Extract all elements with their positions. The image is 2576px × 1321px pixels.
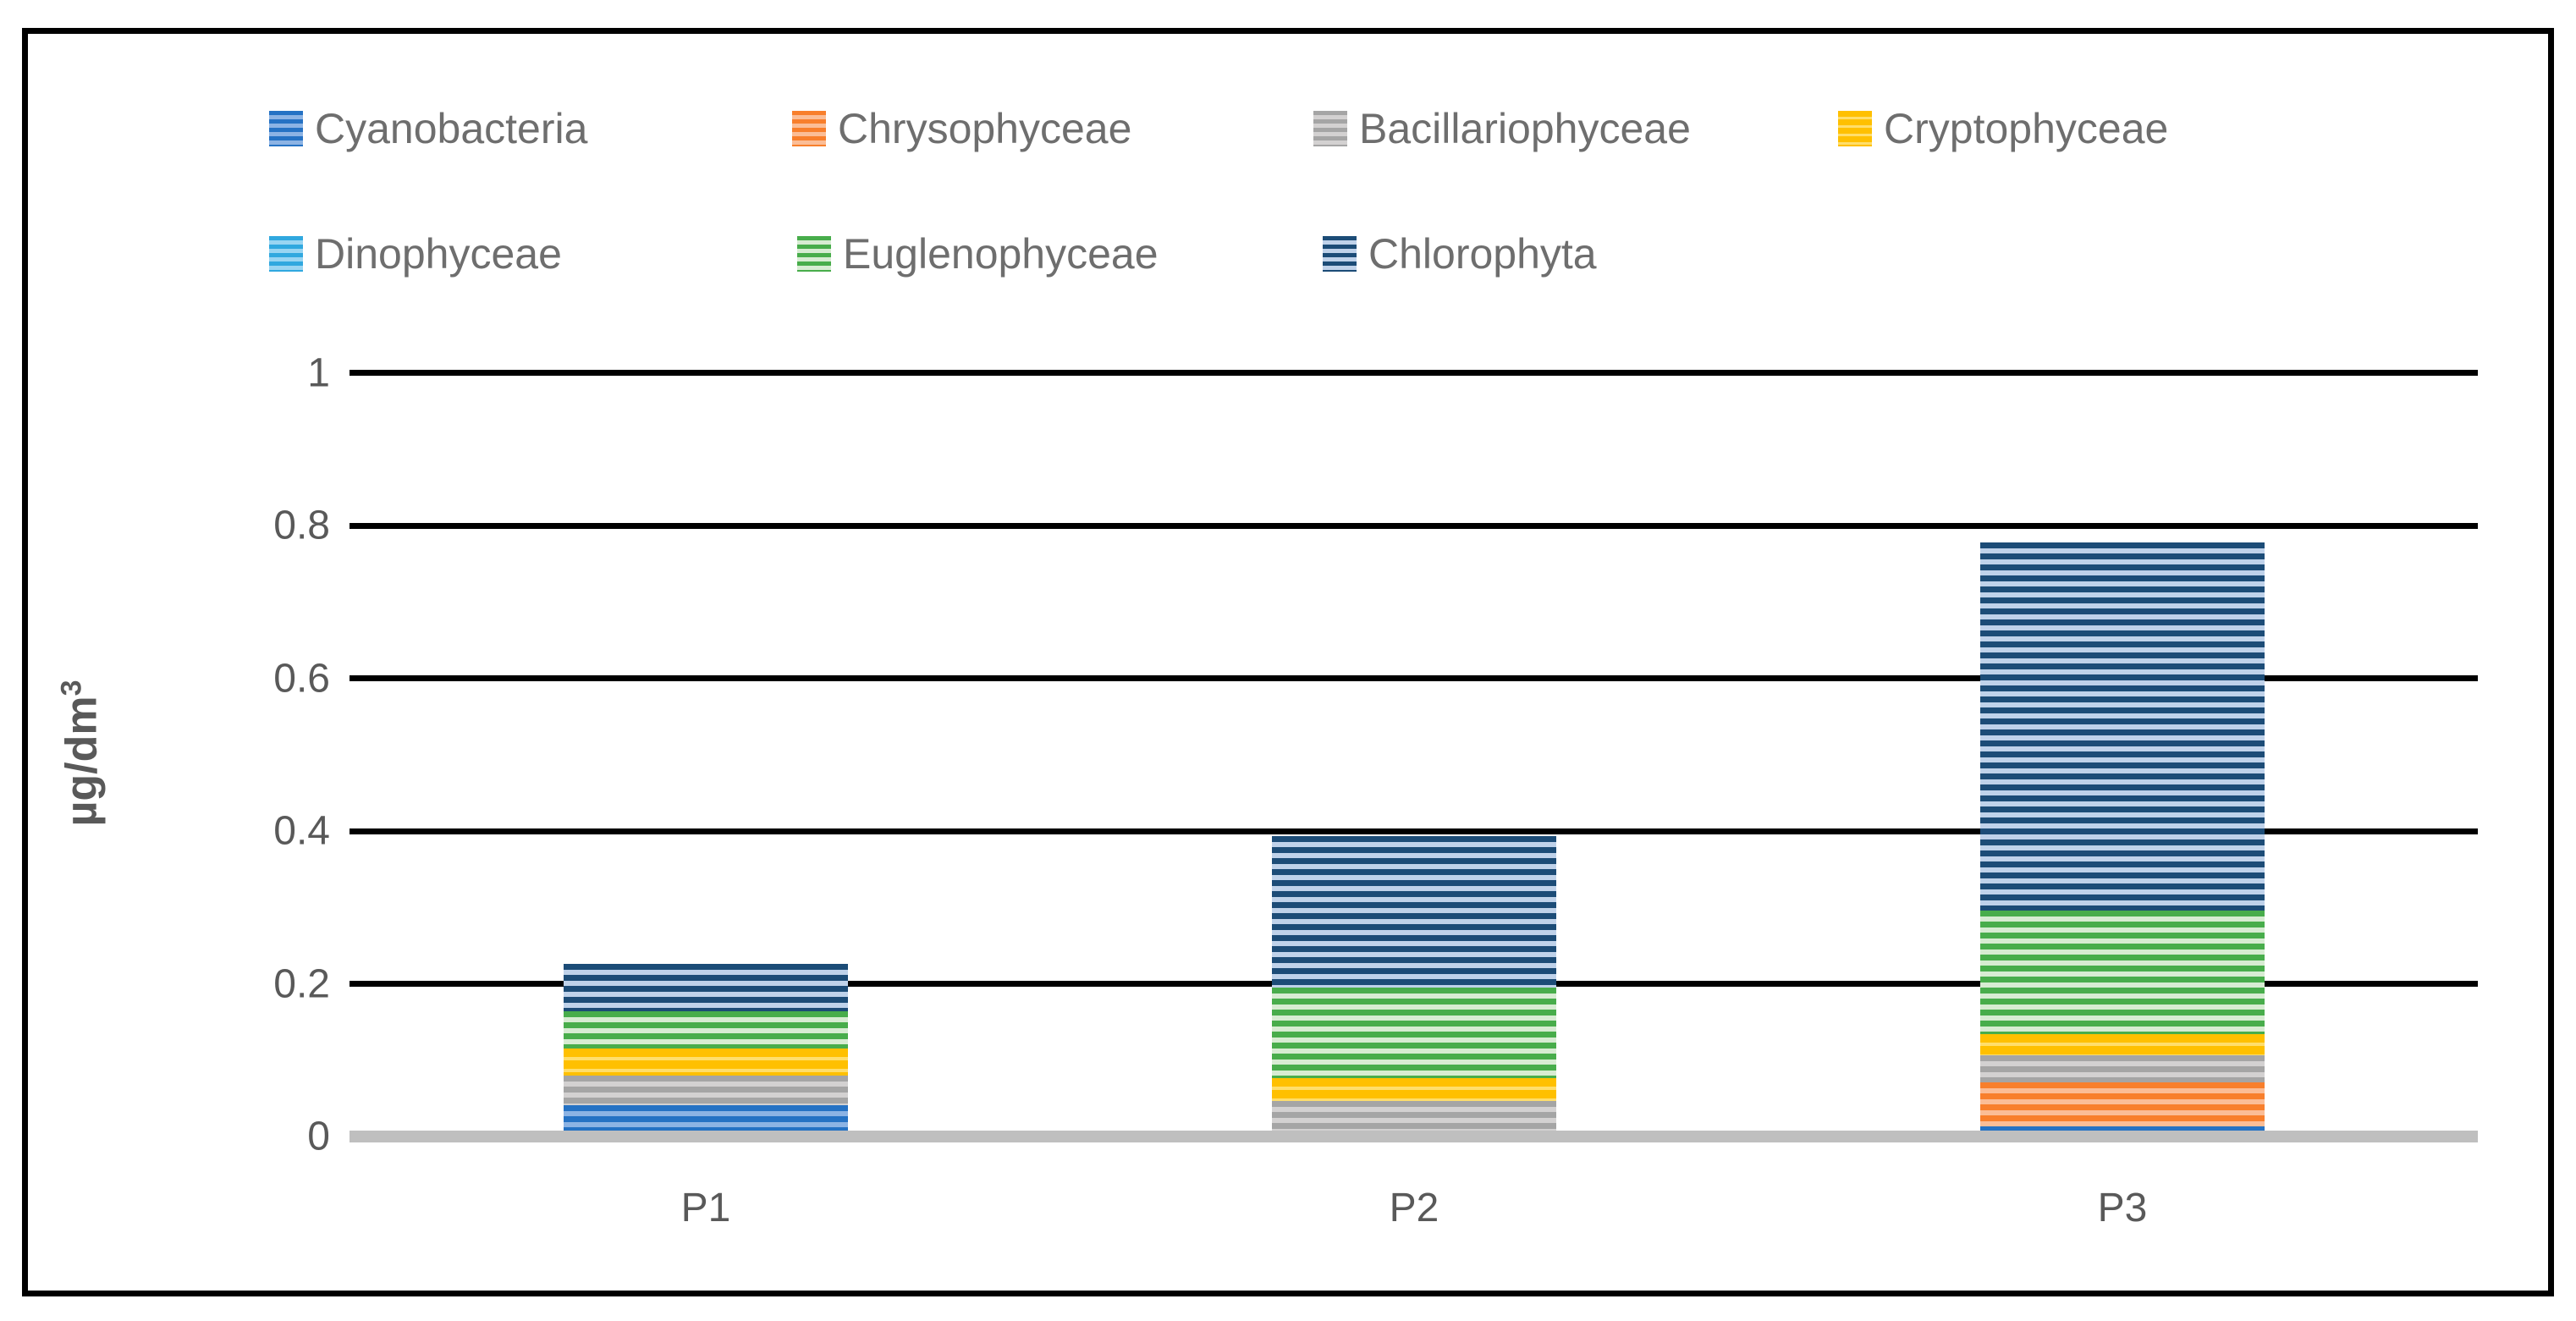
- y-axis-title: µg/dm3: [55, 516, 107, 990]
- gridline-0.6: [350, 675, 2478, 681]
- legend-swatch-icon-Cryptophyceae: [1838, 111, 1872, 146]
- x-category-label-P2: P2: [1389, 1186, 1439, 1230]
- legend-swatch-icon-Dinophyceae: [269, 236, 303, 272]
- bar-segment-P3-Chrysophyceae: [1980, 1082, 2265, 1126]
- x-category-label-P1: P1: [680, 1186, 731, 1230]
- legend-item-Dinophyceae: Dinophyceae: [269, 228, 562, 279]
- bar-segment-P3-Cryptophyceae: [1980, 1034, 2265, 1055]
- legend-item-Chlorophyta: Chlorophyta: [1323, 228, 1597, 279]
- bar-segment-P1-Chlorophyta: [564, 964, 848, 1011]
- y-tick-label-1: 1: [307, 350, 330, 396]
- y-axis-title-base: µg/dm: [57, 696, 107, 827]
- x-category-label-P3: P3: [2097, 1186, 2148, 1230]
- legend-swatch-icon-Cyanobacteria: [269, 111, 303, 146]
- gridline-0.8: [350, 523, 2478, 529]
- legend-item-Chrysophyceae: Chrysophyceae: [792, 103, 1131, 154]
- legend-item-Bacillariophyceae: Bacillariophyceae: [1313, 103, 1691, 154]
- gridline-1: [350, 370, 2478, 376]
- bar-segment-P2-Chlorophyta: [1272, 836, 1556, 988]
- bar-segment-P2-Euglenophyceae: [1272, 988, 1556, 1078]
- legend-swatch-icon-Chlorophyta: [1323, 236, 1357, 272]
- figure-border: [22, 28, 2554, 1296]
- y-tick-label-0.8: 0.8: [273, 503, 330, 548]
- bar-segment-P1-Euglenophyceae: [564, 1011, 848, 1049]
- legend-item-Cyanobacteria: Cyanobacteria: [269, 103, 587, 154]
- legend-label-Chlorophyta: Chlorophyta: [1368, 230, 1597, 278]
- bar-segment-P3-Bacillariophyceae: [1980, 1055, 2265, 1082]
- legend-swatch-icon-Chrysophyceae: [792, 111, 826, 146]
- legend-swatch-icon-Euglenophyceae: [797, 236, 831, 272]
- x-axis-line: [350, 1131, 2478, 1142]
- bar-segment-P3-Chlorophyta: [1980, 542, 2265, 911]
- bar-segment-P2-Cryptophyceae: [1272, 1078, 1556, 1101]
- y-tick-label-0.4: 0.4: [273, 808, 330, 854]
- bar-segment-P1-Bacillariophyceae: [564, 1076, 848, 1105]
- bar-segment-P3-Euglenophyceae: [1980, 911, 2265, 1034]
- y-tick-label-0.2: 0.2: [273, 961, 330, 1007]
- legend-label-Cryptophyceae: Cryptophyceae: [1884, 105, 2169, 152]
- bar-segment-P1-Cryptophyceae: [564, 1049, 848, 1076]
- legend-label-Chrysophyceae: Chrysophyceae: [838, 105, 1132, 152]
- legend-item-Euglenophyceae: Euglenophyceae: [797, 228, 1159, 279]
- y-tick-label-0.6: 0.6: [273, 656, 330, 702]
- legend-item-Cryptophyceae: Cryptophyceae: [1838, 103, 2168, 154]
- legend-label-Dinophyceae: Dinophyceae: [315, 230, 562, 278]
- gridline-0.4: [350, 828, 2478, 834]
- legend-label-Euglenophyceae: Euglenophyceae: [843, 230, 1159, 278]
- y-axis-title-sup: 3: [55, 680, 88, 696]
- legend-label-Bacillariophyceae: Bacillariophyceae: [1359, 105, 1691, 152]
- legend-swatch-icon-Bacillariophyceae: [1313, 111, 1347, 146]
- legend-label-Cyanobacteria: Cyanobacteria: [315, 105, 588, 152]
- y-tick-label-0: 0: [307, 1114, 330, 1159]
